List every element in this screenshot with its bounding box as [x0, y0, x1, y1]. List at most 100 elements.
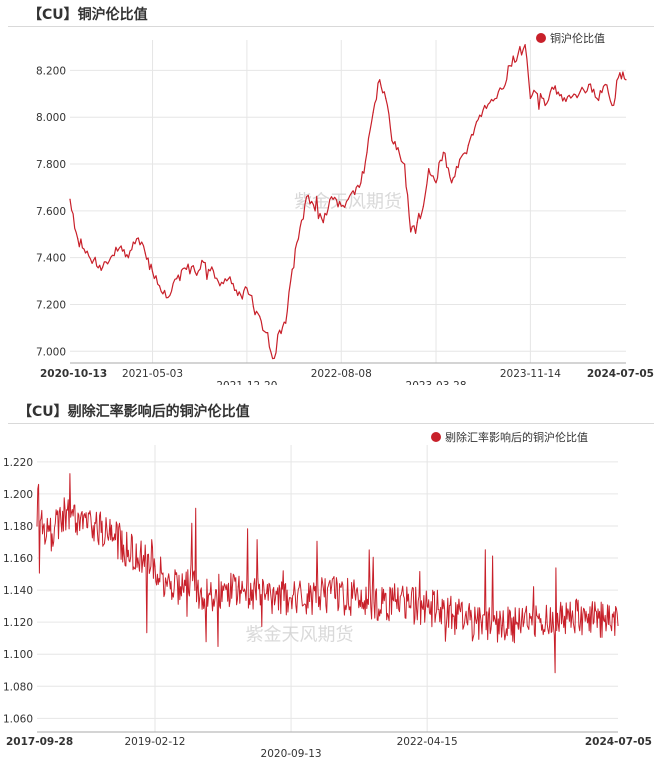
data-point [322, 222, 324, 224]
data-point [523, 621, 525, 623]
x-tick-label: 2019-02-12 [124, 736, 185, 748]
data-point [428, 168, 430, 170]
data-point [259, 315, 261, 317]
data-point [397, 147, 399, 149]
data-point [422, 205, 424, 207]
data-point [604, 83, 606, 86]
title-divider [8, 26, 654, 27]
y-tick-label: 7.600 [36, 206, 66, 218]
x-tick-label: 2023-03-28 [406, 380, 467, 385]
x-tick-label: 2024-07-05 [585, 736, 652, 748]
data-point [330, 592, 332, 594]
data-point [240, 294, 242, 296]
data-point [227, 278, 230, 280]
data-point [625, 79, 627, 81]
data-point [237, 586, 239, 588]
chart-panel-cu-ratio: 【CU】铜沪伦比值 7.000 7.200 7.400 7.600 7.800 8.000… [8, 7, 654, 385]
x-tick-label: 2020-09-13 [261, 748, 322, 759]
data-point [309, 600, 311, 602]
data-point [273, 357, 275, 359]
data-point [51, 533, 53, 535]
data-point [517, 53, 519, 55]
data-point [509, 65, 511, 67]
data-point [394, 600, 396, 602]
x-tick-label: 2020-10-13 [40, 368, 107, 380]
data-point [426, 605, 428, 607]
data-point [404, 163, 406, 165]
data-point [442, 151, 444, 153]
series-points [69, 44, 627, 359]
data-point [158, 285, 161, 287]
data-point [611, 104, 613, 107]
data-point [529, 97, 532, 100]
data-point [587, 613, 590, 615]
data-point [391, 140, 393, 142]
chart-panel-cu-ratio-fx-adjusted: 【CU】剔除汇率影响后的铜沪伦比值 1.060 1.080 1.100 1.120 1.… [0, 395, 660, 759]
data-point [372, 112, 374, 114]
data-point [588, 83, 590, 86]
data-point [154, 565, 156, 567]
data-point [416, 222, 418, 224]
data-point [291, 268, 293, 270]
data-point [108, 533, 110, 535]
data-point [379, 79, 381, 81]
data-point [211, 266, 213, 268]
data-point [165, 581, 167, 583]
data-point [484, 104, 486, 107]
grid [37, 445, 618, 732]
data-point [467, 144, 469, 146]
data-point [136, 238, 138, 240]
data-point [219, 285, 221, 287]
data-point [285, 322, 287, 324]
data-point [437, 608, 439, 610]
data-point [265, 332, 267, 334]
data-point [385, 97, 387, 100]
data-point [571, 95, 574, 97]
x-tick-label: 2022-08-08 [311, 368, 372, 380]
data-point [167, 296, 169, 299]
data-point [120, 245, 122, 247]
grid [70, 40, 626, 363]
data-point [579, 90, 581, 93]
y-tick-label: 8.000 [36, 112, 66, 124]
data-point [36, 525, 38, 527]
y-tick-label: 1.220 [3, 457, 33, 469]
data-point [409, 605, 411, 607]
series-line [36, 473, 619, 674]
data-point [94, 522, 96, 524]
line-chart-cu-ratio-fx-adjusted: 1.060 1.080 1.100 1.120 1.140 1.160 1.180 1.200… [3, 430, 652, 759]
y-tick-label: 1.120 [3, 617, 33, 629]
data-point [544, 104, 546, 107]
legend-label: 铜沪伦比值 [550, 31, 605, 45]
data-point [373, 602, 375, 604]
data-point [536, 93, 539, 95]
x-tick-label: 2017-09-28 [6, 736, 73, 748]
x-tick-label: 2023-11-14 [500, 368, 561, 380]
data-point [266, 592, 268, 594]
y-tick-label: 1.140 [3, 585, 33, 597]
data-point [314, 210, 316, 212]
data-point [562, 100, 564, 102]
x-tick-label: 2021-05-03 [122, 368, 183, 380]
data-point [360, 182, 362, 184]
y-tick-label: 7.400 [36, 253, 66, 265]
data-point [137, 557, 139, 559]
data-point [354, 193, 356, 196]
data-point [596, 97, 598, 100]
watermark: 紫金天风期货 [294, 192, 402, 213]
data-point [451, 182, 453, 184]
data-point [66, 509, 68, 511]
data-point [553, 88, 555, 90]
watermark: 紫金天风期货 [246, 625, 354, 646]
data-point [410, 231, 412, 233]
data-point [480, 621, 482, 623]
data-point [194, 589, 196, 591]
chart-title: 【CU】铜沪伦比值 [28, 7, 148, 23]
data-point [111, 254, 114, 256]
data-point [305, 196, 308, 198]
data-point [208, 592, 210, 594]
data-point [475, 121, 478, 123]
x-tick-label: 2024-07-05 [587, 368, 654, 380]
y-tick-label: 1.160 [3, 553, 33, 565]
data-point [251, 589, 253, 591]
